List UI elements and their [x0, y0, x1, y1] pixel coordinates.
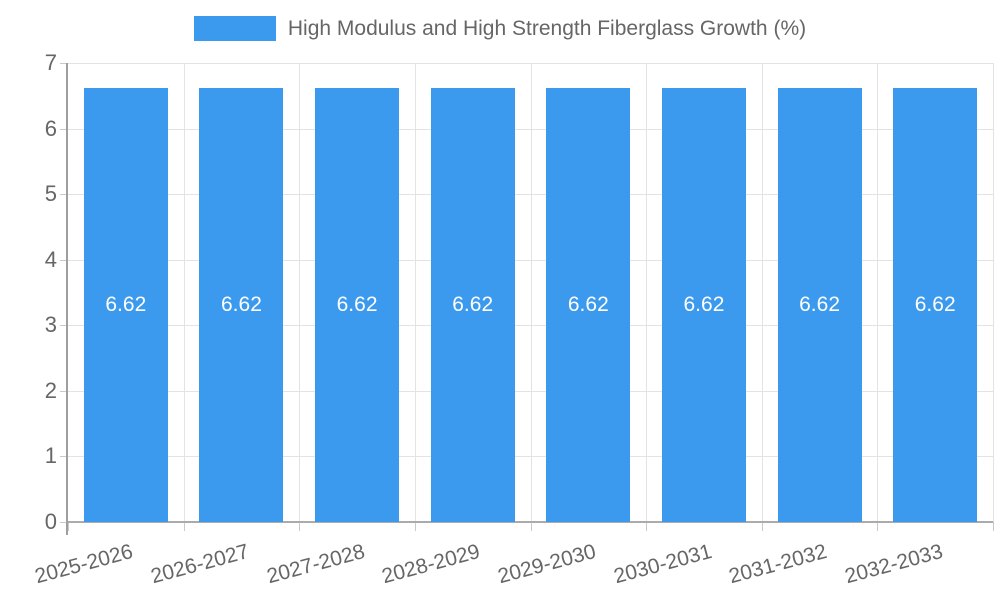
y-axis-tick	[60, 522, 67, 523]
y-axis-label: 4	[44, 247, 57, 272]
gridline-y-3	[68, 325, 993, 326]
x-axis-tick	[415, 522, 416, 531]
legend-label: High Modulus and High Strength Fiberglas…	[287, 17, 807, 40]
y-axis-label: 3	[44, 312, 57, 337]
bar-2028-2029[interactable]: 6.62	[430, 87, 515, 522]
bar-value-label: 6.62	[914, 292, 956, 316]
bar-value-label: 6.62	[567, 292, 609, 316]
y-axis-line	[66, 63, 68, 535]
gridline-y-7	[68, 63, 993, 64]
bar-value-label: 6.62	[336, 292, 378, 316]
gridline-x-4	[531, 63, 532, 522]
y-axis-label: 2	[44, 378, 57, 403]
x-axis-label-2026-2027: 2026-2027	[148, 540, 252, 589]
x-axis-tick	[993, 522, 994, 531]
y-axis-tick	[60, 391, 67, 392]
gridline-y-2	[68, 391, 993, 392]
y-axis-label: 5	[44, 181, 57, 206]
gridline-x-2	[299, 63, 300, 522]
y-axis-label: 6	[44, 116, 57, 141]
legend-swatch-icon	[193, 16, 276, 41]
x-axis-label-2029-2030: 2029-2030	[495, 540, 599, 589]
bar-value-label: 6.62	[683, 292, 725, 316]
bar-2031-2032[interactable]: 6.62	[777, 87, 862, 522]
y-axis-tick	[60, 129, 67, 130]
x-axis-label-2030-2031: 2030-2031	[610, 540, 714, 589]
y-axis-tick	[60, 260, 67, 261]
x-axis-line	[68, 521, 993, 523]
gridline-x-5	[646, 63, 647, 522]
x-axis-label-2028-2029: 2028-2029	[379, 540, 483, 589]
bar-2030-2031[interactable]: 6.62	[661, 87, 746, 522]
bar-value-label: 6.62	[105, 292, 147, 316]
gridline-y-5	[68, 194, 993, 195]
x-axis-tick	[184, 522, 185, 531]
y-axis-label: 0	[44, 509, 57, 534]
y-axis-tick	[60, 63, 67, 64]
gridline-x-1	[184, 63, 185, 522]
x-axis-label-2027-2028: 2027-2028	[264, 540, 368, 589]
bar-value-label: 6.62	[799, 292, 840, 316]
gridline-x-6	[762, 63, 763, 522]
bar-2026-2027[interactable]: 6.62	[199, 87, 284, 522]
bar-2029-2030[interactable]: 6.62	[546, 87, 631, 522]
gridline-y-1	[68, 456, 993, 457]
y-axis-tick	[60, 325, 67, 326]
y-axis-label: 1	[44, 443, 57, 468]
x-axis-tick	[299, 522, 300, 531]
bar-2025-2026[interactable]: 6.62	[83, 87, 168, 522]
gridline-x-3	[415, 63, 416, 522]
bar-value-label: 6.62	[452, 292, 494, 316]
gridline-y-4	[68, 260, 993, 261]
gridline-x-7	[877, 63, 878, 522]
x-axis-label-2032-2033: 2032-2033	[842, 540, 946, 589]
x-axis-tick	[531, 522, 532, 531]
x-axis-label-2025-2026: 2025-2026	[32, 540, 136, 589]
x-axis-label-2031-2032: 2031-2032	[726, 540, 830, 589]
x-axis-tick	[68, 522, 69, 531]
bar-2027-2028[interactable]: 6.62	[315, 87, 400, 522]
x-axis-tick	[877, 522, 878, 531]
gridline-x-8	[993, 63, 994, 522]
bar-value-label: 6.62	[221, 292, 262, 316]
y-axis-tick	[60, 194, 67, 195]
bar-2032-2033[interactable]: 6.62	[893, 87, 978, 522]
x-axis-tick	[646, 522, 647, 531]
legend[interactable]: High Modulus and High Strength Fiberglas…	[0, 16, 1000, 41]
x-axis-tick	[762, 522, 763, 531]
y-axis-label: 7	[44, 50, 57, 75]
gridline-y-6	[68, 129, 993, 130]
y-axis-tick	[60, 456, 67, 457]
